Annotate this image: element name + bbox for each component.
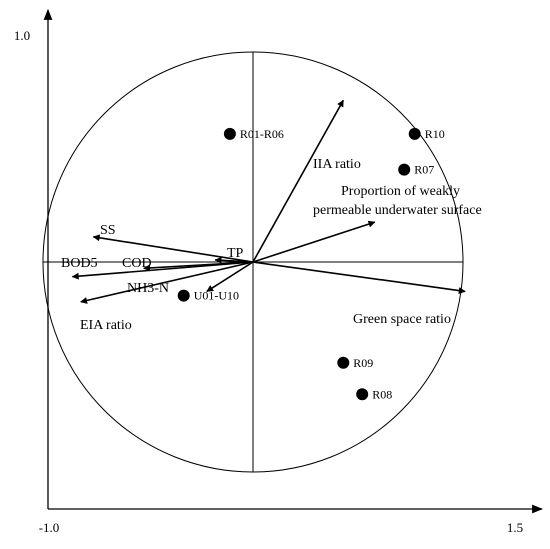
score-point (223, 127, 236, 140)
vector-label-cod: COD (122, 256, 152, 271)
vector-label-eia: EIA ratio (80, 318, 132, 333)
loading-arrow (80, 261, 254, 304)
score-point (177, 289, 190, 302)
score-point (337, 356, 350, 369)
vector-label-weak-line2: permeable underwater surface (313, 203, 482, 218)
score-point (398, 163, 411, 176)
vector-label-green: Green space ratio (353, 312, 451, 327)
score-point (356, 388, 369, 401)
score-point-label: R08 (372, 387, 392, 401)
score-point (408, 127, 421, 140)
loading-arrow (206, 261, 254, 293)
vector-label-tp: TP (227, 246, 244, 261)
vector-label-bod5: BOD5 (61, 256, 98, 271)
y-tick-label: 1.0 (14, 28, 30, 43)
vector-label-ss: SS (100, 223, 116, 238)
score-point-label: R07 (414, 163, 434, 177)
vector-label-iia: IIA ratio (313, 157, 361, 172)
x-tick-label: 1.5 (507, 520, 523, 535)
loading-arrow (92, 234, 254, 263)
score-point-label: R09 (353, 356, 373, 370)
x-tick-label: -1.0 (39, 520, 60, 535)
vector-label-weak-line1: Proportion of weakly (341, 184, 460, 199)
vector-label-nh3n: NH3-N (127, 281, 169, 296)
loading-arrow (252, 99, 344, 263)
score-point-label: U01-U10 (194, 289, 239, 303)
loading-arrow (252, 220, 376, 263)
score-point-label: R10 (425, 127, 445, 141)
loading-arrow (252, 261, 466, 295)
loading-arrow (214, 256, 254, 264)
score-point-label: R01-R06 (240, 127, 284, 141)
loading-arrow (143, 261, 254, 272)
